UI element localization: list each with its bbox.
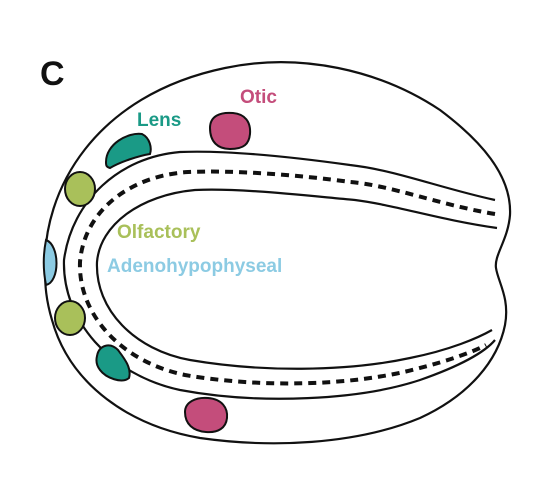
embryo-outline: [43, 61, 512, 445]
otic-placode-lower: [183, 396, 229, 434]
lens-placode-lower: [95, 344, 131, 382]
adenohypophyseal-placode: [42, 238, 58, 287]
otic-label: Otic: [240, 87, 277, 108]
lens-label: Lens: [137, 110, 181, 131]
olfactory-label: Olfactory: [117, 222, 201, 243]
olfactory-placode-upper: [64, 171, 96, 207]
neural-tube-inner: [95, 188, 498, 370]
neural-tube-midline: [77, 169, 496, 386]
otic-placode-upper: [208, 111, 252, 151]
neural-tube-outer: [62, 150, 496, 400]
olfactory-placode-lower: [54, 300, 86, 336]
adenohypophyseal-label: Adenohypophyseal: [107, 256, 282, 277]
lens-placode-upper: [104, 132, 152, 170]
panel-letter: C: [40, 55, 65, 93]
